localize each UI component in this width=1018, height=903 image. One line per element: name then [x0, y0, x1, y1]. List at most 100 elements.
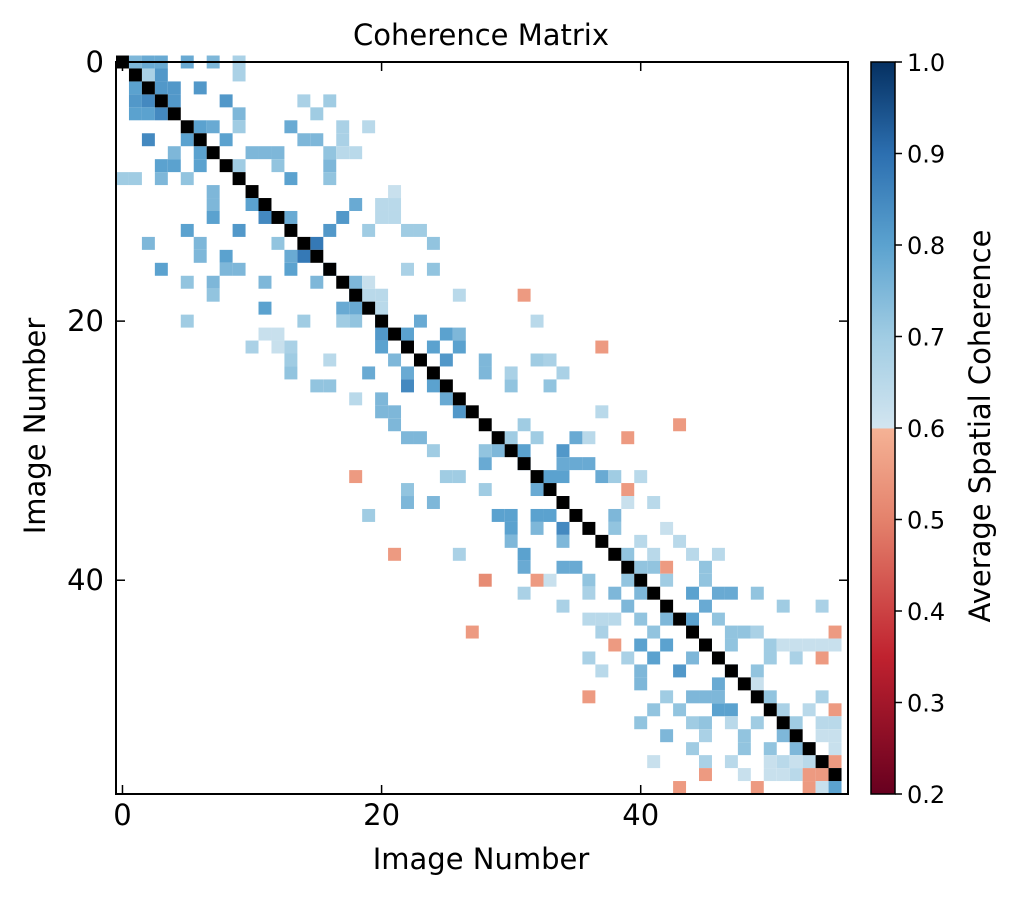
heatmap-cell — [647, 755, 661, 769]
heatmap-cell — [686, 651, 700, 665]
diagonal-cell — [660, 599, 674, 613]
diagonal-cell — [141, 81, 155, 95]
heatmap-cell — [569, 560, 583, 574]
heatmap-cell — [452, 327, 466, 341]
heatmap-cell — [543, 353, 557, 367]
heatmap-cell — [426, 444, 440, 458]
heatmap-cell — [647, 560, 661, 574]
heatmap-cell — [349, 275, 363, 289]
heatmap-cell — [634, 586, 648, 600]
heatmap-cell — [634, 664, 648, 678]
diagonal-cell — [167, 107, 181, 121]
heatmap-cell — [349, 470, 363, 484]
heatmap-cell — [711, 677, 725, 691]
heatmap-cell — [452, 547, 466, 561]
heatmap-cell — [284, 120, 298, 134]
heatmap-cell — [673, 534, 687, 548]
heatmap-cell — [206, 120, 220, 134]
heatmap-cell — [750, 677, 764, 691]
chart-title: Coherence Matrix — [353, 18, 609, 52]
heatmap-cell — [789, 755, 803, 769]
heatmap-cell — [699, 729, 712, 743]
heatmap-cell — [180, 314, 194, 328]
heatmap-cell — [543, 508, 557, 522]
heatmap-cell — [154, 107, 168, 121]
x-tick-label: 0 — [113, 798, 131, 832]
heatmap-cell — [595, 340, 609, 354]
heatmap-cell — [362, 288, 376, 302]
heatmap-cell — [789, 768, 803, 782]
heatmap-cell — [336, 314, 350, 328]
diagonal-cell — [711, 651, 725, 665]
heatmap-cell — [271, 340, 285, 354]
heatmap-cell — [660, 690, 674, 704]
heatmap-cell — [711, 703, 725, 717]
heatmap-cell — [128, 94, 142, 108]
diagonal-cell — [193, 133, 207, 147]
diagonal-cell — [595, 534, 609, 548]
heatmap-cell — [802, 768, 816, 782]
heatmap-cell — [504, 379, 518, 393]
diagonal-cell — [336, 275, 350, 289]
heatmap-cell — [413, 314, 427, 328]
heatmap-cell — [711, 690, 725, 704]
heatmap-cell — [621, 599, 635, 613]
heatmap-cell — [815, 768, 829, 782]
heatmap-cell — [452, 470, 466, 484]
heatmap-cell — [193, 236, 207, 250]
heatmap-cell — [426, 379, 440, 393]
heatmap-cell — [595, 612, 609, 626]
heatmap-cell — [608, 521, 622, 535]
heatmap-cell — [310, 133, 324, 147]
y-tick-label: 0 — [86, 45, 104, 79]
colorbar-tick-label: 0.6 — [907, 415, 945, 443]
heatmap-cell — [673, 703, 687, 717]
heatmap-cell — [271, 146, 285, 160]
heatmap-cell — [699, 599, 712, 613]
heatmap-cell — [660, 521, 674, 535]
heatmap-cell — [737, 742, 751, 756]
heatmap-cell — [154, 68, 168, 82]
heatmap-cell — [724, 586, 738, 600]
diagonal-cell — [362, 301, 376, 315]
diagonal-cell — [401, 340, 414, 354]
heatmap-cell — [750, 781, 764, 794]
heatmap-cell — [556, 599, 570, 613]
heatmap-cell — [478, 573, 492, 587]
heatmap-cell — [128, 172, 142, 186]
heatmap-cell — [802, 781, 816, 794]
heatmap-cell — [724, 625, 738, 639]
heatmap-cell — [686, 612, 700, 626]
heatmap-cell — [686, 742, 700, 756]
heatmap-cell — [426, 236, 440, 250]
heatmap-cell — [284, 172, 298, 186]
heatmap-cell — [634, 677, 648, 691]
heatmap-cell — [336, 146, 350, 160]
colorbar-fill — [871, 62, 895, 794]
heatmap-cell — [750, 625, 764, 639]
heatmap-cell — [362, 223, 376, 237]
heatmap-cell — [828, 625, 842, 639]
diagonal-cell — [802, 742, 816, 756]
heatmap-cell — [815, 729, 829, 743]
heatmap-cell — [141, 68, 155, 82]
diagonal-cell — [789, 729, 803, 743]
diagonal-cell — [556, 496, 570, 509]
heatmap-cell — [258, 210, 272, 224]
heatmap-cell — [297, 249, 311, 263]
heatmap-cell — [232, 120, 246, 134]
heatmap-cell — [724, 755, 738, 769]
heatmap-cell — [556, 444, 570, 458]
heatmap-cell — [452, 340, 466, 354]
x-tick-label: 40 — [622, 798, 659, 832]
heatmap-cell — [465, 625, 479, 639]
heatmap-cell — [673, 781, 687, 794]
diagonal-cell — [724, 664, 738, 678]
heatmap-cell — [258, 327, 272, 341]
heatmap-cell — [556, 534, 570, 548]
heatmap-cell — [776, 638, 790, 652]
heatmap-cell — [828, 742, 842, 756]
heatmap-cell — [439, 327, 453, 341]
heatmap-cell — [128, 81, 142, 95]
